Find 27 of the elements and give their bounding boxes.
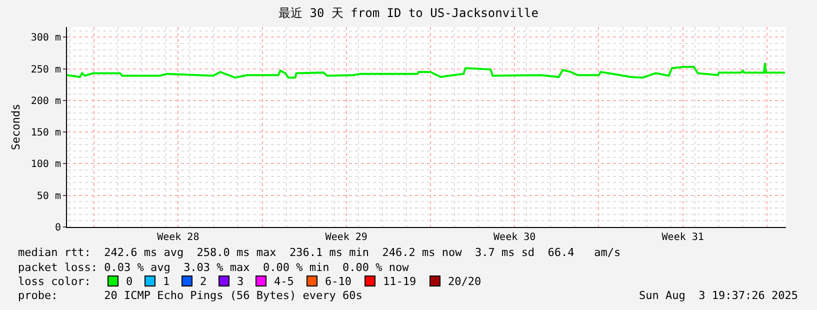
legend-label: 0 — [126, 275, 133, 288]
y-tick-label: 0 — [54, 222, 61, 234]
y-tick-label: 250 m — [30, 64, 61, 76]
legend-label: 1 — [163, 275, 170, 288]
legend-label: 6-10 — [325, 275, 352, 288]
text: Sun Aug 3 19:37:26 2025 — [639, 289, 798, 302]
x-tick-label: Week 31 — [662, 232, 704, 243]
text: loss color: — [18, 275, 91, 288]
y-tick-label: 150 m — [30, 128, 61, 139]
x-tick-label: Week 28 — [157, 232, 200, 243]
x-tick-label: Week 30 — [494, 232, 536, 243]
chart-title: 最近 30 天 from ID to US-Jacksonville — [278, 6, 538, 20]
y-axis-title: Seconds — [10, 104, 23, 150]
y-tick-label: 50 m — [36, 190, 61, 202]
legend-label: 11-19 — [383, 275, 416, 288]
legend-label: 4-5 — [274, 275, 294, 288]
line-series — [67, 62, 786, 79]
text: probe: 20 ICMP Echo Pings (56 Bytes) every 60s — [18, 289, 362, 302]
y-tick-label: 200 m — [30, 96, 61, 107]
x-tick-label: Week 29 — [325, 232, 368, 243]
legend-label: 3 — [237, 275, 244, 288]
text: median rtt: 242.6 ms avg 258.0 ms max 236.1 ms min 246.2 ms now 3.7 ms sd 66.4 am/s — [18, 246, 621, 259]
y-tick-label: 300 m — [30, 32, 61, 44]
y-tick-label: 100 m — [30, 159, 61, 170]
legend-label: 20/20 — [448, 275, 482, 288]
text: packet loss: 0.03 % avg 3.03 % max 0.00 % min 0.00 % now — [18, 261, 410, 274]
legend-label: 2 — [200, 275, 207, 288]
